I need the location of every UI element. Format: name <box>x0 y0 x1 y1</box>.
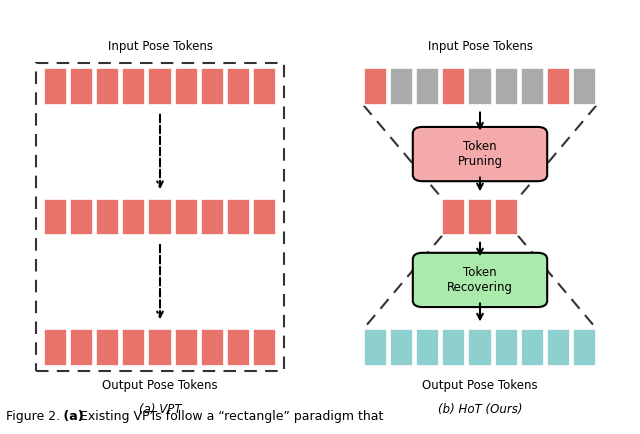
FancyBboxPatch shape <box>122 199 145 235</box>
FancyBboxPatch shape <box>96 68 119 105</box>
FancyBboxPatch shape <box>495 68 518 105</box>
FancyBboxPatch shape <box>442 329 465 365</box>
FancyBboxPatch shape <box>364 329 387 365</box>
FancyBboxPatch shape <box>442 199 465 235</box>
FancyBboxPatch shape <box>253 199 276 235</box>
Text: (a): (a) <box>59 410 83 423</box>
FancyBboxPatch shape <box>573 68 596 105</box>
FancyBboxPatch shape <box>175 329 198 365</box>
FancyBboxPatch shape <box>201 199 224 235</box>
Text: Token
Recovering: Token Recovering <box>447 266 513 294</box>
FancyBboxPatch shape <box>122 329 145 365</box>
FancyBboxPatch shape <box>96 199 119 235</box>
FancyBboxPatch shape <box>44 329 67 365</box>
FancyBboxPatch shape <box>416 68 439 105</box>
FancyBboxPatch shape <box>468 329 492 365</box>
Text: (b) HoT (Ours): (b) HoT (Ours) <box>438 403 522 415</box>
FancyBboxPatch shape <box>70 199 93 235</box>
FancyBboxPatch shape <box>44 199 67 235</box>
FancyBboxPatch shape <box>148 199 172 235</box>
FancyBboxPatch shape <box>573 329 596 365</box>
FancyBboxPatch shape <box>495 199 518 235</box>
FancyBboxPatch shape <box>44 68 67 105</box>
FancyBboxPatch shape <box>547 68 570 105</box>
FancyBboxPatch shape <box>468 199 492 235</box>
FancyBboxPatch shape <box>227 68 250 105</box>
FancyBboxPatch shape <box>390 329 413 365</box>
FancyBboxPatch shape <box>70 329 93 365</box>
FancyBboxPatch shape <box>390 68 413 105</box>
FancyBboxPatch shape <box>521 329 544 365</box>
Bar <box>36 63 284 371</box>
FancyBboxPatch shape <box>442 68 465 105</box>
Text: Input Pose Tokens: Input Pose Tokens <box>428 40 532 53</box>
FancyBboxPatch shape <box>227 199 250 235</box>
FancyBboxPatch shape <box>416 329 439 365</box>
FancyBboxPatch shape <box>175 68 198 105</box>
FancyBboxPatch shape <box>253 329 276 365</box>
FancyBboxPatch shape <box>413 253 547 307</box>
FancyBboxPatch shape <box>96 329 119 365</box>
FancyBboxPatch shape <box>70 68 93 105</box>
FancyBboxPatch shape <box>227 329 250 365</box>
FancyBboxPatch shape <box>122 68 145 105</box>
FancyBboxPatch shape <box>413 127 547 181</box>
FancyBboxPatch shape <box>468 68 492 105</box>
Text: Token
Pruning: Token Pruning <box>458 140 502 168</box>
Text: Figure 2.: Figure 2. <box>6 410 61 423</box>
FancyBboxPatch shape <box>547 329 570 365</box>
FancyBboxPatch shape <box>175 199 198 235</box>
FancyBboxPatch shape <box>364 68 387 105</box>
FancyBboxPatch shape <box>201 329 224 365</box>
Text: Output Pose Tokens: Output Pose Tokens <box>422 378 538 391</box>
FancyBboxPatch shape <box>148 68 172 105</box>
Text: Input Pose Tokens: Input Pose Tokens <box>108 40 212 53</box>
FancyBboxPatch shape <box>253 68 276 105</box>
Text: Output Pose Tokens: Output Pose Tokens <box>102 378 218 391</box>
FancyBboxPatch shape <box>495 329 518 365</box>
FancyBboxPatch shape <box>148 329 172 365</box>
Text: (a) VPT: (a) VPT <box>139 403 181 415</box>
FancyBboxPatch shape <box>201 68 224 105</box>
FancyBboxPatch shape <box>521 68 544 105</box>
Text: Existing VPTs follow a “rectangle” paradigm that: Existing VPTs follow a “rectangle” parad… <box>80 410 383 423</box>
